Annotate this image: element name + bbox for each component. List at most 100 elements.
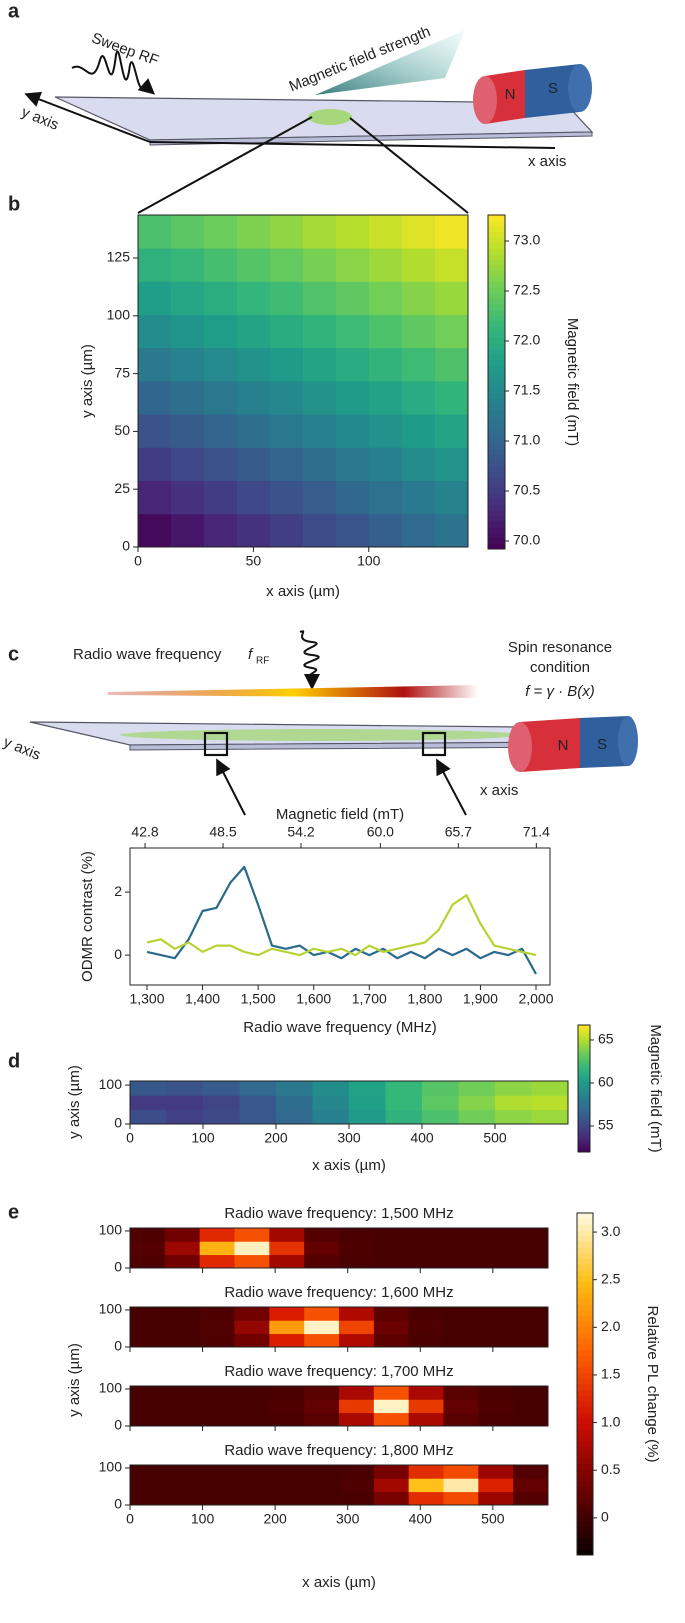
colorbar-segment (577, 1287, 593, 1294)
colorbar-segment (578, 1135, 590, 1138)
heatmap-cell (199, 1228, 235, 1242)
heatmap-cell (513, 1465, 549, 1479)
colorbar-segment (578, 1060, 590, 1064)
magnet-pole: S (597, 736, 607, 753)
colorbar-frame (576, 1212, 594, 1556)
plot-frame (129, 1227, 549, 1269)
heatmap-cell (237, 480, 271, 515)
x-tick-label: 0 (126, 1130, 134, 1146)
heatmap-cell (402, 480, 436, 515)
magnet-pole: S (548, 80, 558, 97)
heatmap-cell (385, 1095, 423, 1111)
colorbar-segment (578, 1067, 590, 1070)
y-tick-label: 100 (99, 1459, 123, 1475)
colorbar-segment (577, 1338, 593, 1345)
heatmap-cell (138, 513, 172, 548)
heatmap-cell (402, 513, 436, 548)
heatmap-cell (199, 1412, 235, 1427)
heatmap-cell (422, 1095, 459, 1111)
heatmap-cell (513, 1320, 549, 1335)
colorbar-segment (577, 1230, 593, 1237)
heatmap-cell (130, 1320, 166, 1335)
heatmap-cell (199, 1399, 235, 1414)
colorbar-segment (488, 343, 505, 349)
heatmap-cell (164, 1333, 201, 1348)
colorbar-segment (488, 287, 505, 294)
x-tick-label: 60.0 (367, 824, 394, 840)
colorbar-segment (577, 1315, 593, 1322)
colorbar-segment (488, 226, 505, 233)
heatmap-cell (513, 1386, 549, 1400)
heatmap-cell (239, 1109, 277, 1125)
colorbar-segment (577, 1281, 593, 1288)
colorbar-tick-label: 70.5 (513, 482, 540, 498)
axis-label: y axis (µm) (66, 1065, 83, 1139)
heatmap-cell (336, 215, 370, 249)
axis-label: ODMR contrast (%) (79, 851, 96, 982)
heatmap-cell (443, 1333, 479, 1348)
colorbar-segment (577, 1480, 593, 1487)
heatmap-cell (435, 215, 469, 249)
colorbar-tick-label: 3.0 (601, 1223, 621, 1239)
colorbar-segment (488, 359, 505, 366)
heatmap-cell (408, 1412, 444, 1427)
x-tick-label: 65.7 (445, 824, 472, 840)
heatmap-cell (234, 1241, 270, 1256)
heatmap-cell (373, 1399, 410, 1414)
colorbar-segment (488, 426, 505, 433)
y-tick-label: 75 (114, 364, 130, 380)
heatmap-cell (478, 1307, 514, 1321)
colorbar-segment (488, 237, 505, 244)
colorbar-segment (488, 220, 505, 227)
heatmap-cell (312, 1109, 350, 1125)
heatmap-cell (138, 248, 172, 282)
heatmap-cell (269, 1465, 305, 1479)
panel-label: d (8, 1050, 20, 1072)
colorbar-segment (578, 1065, 590, 1068)
colorbar-segment (577, 1378, 593, 1385)
colorbar-segment (577, 1355, 593, 1362)
colorbar-segment (578, 1056, 590, 1060)
heatmap-cell (138, 480, 172, 515)
heatmap-cell (513, 1241, 549, 1256)
heatmap-cell (199, 1386, 235, 1400)
colorbar-segment (578, 1041, 590, 1045)
colorbar-segment (577, 1486, 593, 1493)
heatmap-cell (303, 314, 337, 349)
colorbar-segment (577, 1389, 593, 1396)
heatmap-cell (269, 1386, 305, 1400)
axis-label: y axis (µm) (79, 344, 96, 418)
colorbar-segment (578, 1086, 590, 1089)
heatmap-cell (130, 1095, 167, 1111)
colorbar-segment (488, 281, 505, 288)
diagram-a: Sweep RF Magnetic field strength y axis … (19, 23, 594, 214)
heatmap-cell (138, 447, 172, 481)
colorbar-segment (578, 1025, 590, 1028)
y-tick-label: 0 (122, 538, 130, 554)
heatmap-cell (402, 447, 436, 481)
heatmap-cell (349, 1095, 386, 1111)
heatmap-cell (270, 347, 304, 382)
colorbar-segment (488, 443, 505, 450)
colorbar-segment (578, 1084, 590, 1087)
heatmap-cell (373, 1241, 410, 1256)
colorbar-tick-label: 60 (598, 1074, 614, 1090)
heatmap-cell (171, 480, 205, 515)
heatmap-cell (199, 1320, 235, 1335)
colorbar-segment (577, 1218, 593, 1225)
heatmap-cell (408, 1228, 444, 1242)
colorbar-segment (578, 1037, 590, 1041)
annotation: Radio wave frequency (73, 646, 222, 663)
colorbar-segment (577, 1418, 593, 1425)
heatmap-cell (164, 1412, 201, 1427)
panel-label: a (8, 0, 20, 22)
x-tick-label: 1,300 (129, 991, 164, 1007)
heatmap-cell (237, 248, 271, 282)
axis-label: x axis (µm) (302, 1574, 376, 1591)
heatmap-cell (531, 1109, 569, 1125)
heatmap-cell (349, 1081, 386, 1096)
heatmap-cell (269, 1412, 305, 1427)
heatmap-cell (199, 1254, 235, 1269)
heatmap-cell (443, 1228, 479, 1242)
heatmap-cell (234, 1478, 270, 1493)
